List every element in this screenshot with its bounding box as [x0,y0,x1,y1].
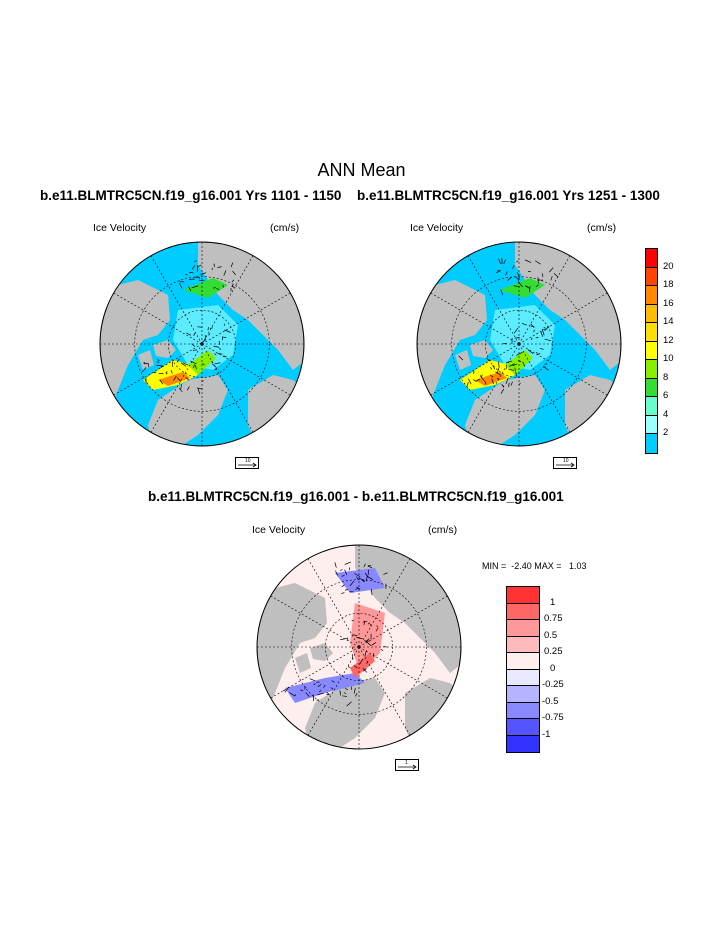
colorbar-swatch [507,636,539,653]
fastest-ice-stream [158,372,190,386]
figure-title: ANN Mean [317,160,406,180]
colorbar-tick-label: -0.25 [542,679,564,690]
colorbar-swatch [507,719,539,736]
fast-ice-stream [188,350,216,375]
ice-stream-north [183,278,228,298]
positive-anomaly [350,653,375,678]
land-mass [405,678,461,749]
colorbar-swatch [646,249,657,268]
land-mass [295,653,311,673]
diff-reference-vector: 1 [395,759,419,771]
lat-lon-grid [257,545,461,749]
colorbar-tick-label: 0.75 [544,613,563,624]
colorbar-swatch [507,669,539,686]
map-boundary [99,241,305,447]
left-polar-map [99,241,305,447]
right-case-title: b.e11.BLMTRC5CN.f19_g16.001 Yrs 1251 - 1… [357,188,660,203]
land-mass [138,350,154,370]
colorbar-tick-label: 8 [663,371,669,383]
land-mass [148,375,228,446]
left-reference-vector-label: 10 [245,458,251,464]
colorbar-swatch [507,603,539,620]
colorbar-swatch [646,323,657,342]
colorbar-tick-label: 2 [663,427,669,439]
arrow-icon [238,462,257,468]
diff-reference-vector-label: 1 [405,760,408,766]
colorbar-swatch [646,341,657,361]
colorbar-tick-label: 6 [663,390,669,402]
left-units-label: (cm/s) [270,222,300,234]
difference-polar-map [256,544,462,750]
right-variable-label: Ice Velocity [410,222,464,234]
arrow-icon [556,462,575,468]
colorbar-tick-label: 10 [663,353,674,365]
land-mass [470,340,493,358]
difference-colorbar [506,586,540,753]
left-variable-label: Ice Velocity [93,222,147,234]
land-mass [310,643,333,661]
colorbar-swatch [646,360,657,379]
colorbar-tick-label: -1 [542,728,551,740]
colorbar-swatch [507,653,539,670]
map-boundary [256,544,462,750]
fast-ice-stream [143,360,198,390]
map-boundary [416,241,622,447]
fast-ice-stream [460,360,515,390]
colorbar-swatch [646,415,657,435]
colorbar-tick-label: 18 [663,279,674,291]
colorbar-swatch [507,620,539,637]
land-mass [465,375,545,446]
left-case-title: b.e11.BLMTRC5CN.f19_g16.001 Yrs 1101 - 1… [40,188,342,203]
colorbar-tick-label: 20 [663,260,674,272]
velocity-vectors [282,561,388,707]
colorbar-tick-label: 16 [663,297,674,309]
colorbar-swatch [646,434,657,453]
min-max-readout: MIN = -2.40 MAX = 1.03 [482,561,587,571]
right-units-label: (cm/s) [587,222,617,234]
colorbar-tick-label: 0.25 [544,646,563,657]
colorbar-swatch [646,286,657,305]
lat-lon-grid [417,242,621,446]
fastest-ice-stream [475,372,507,386]
colorbar-tick-label: 14 [663,316,674,328]
land-mass [153,340,176,358]
colorbar-swatch [507,686,539,703]
colorbar-tick-label: 4 [663,408,669,420]
negative-anomaly [335,568,385,593]
right-polar-map [416,241,622,447]
colorbar-swatch [646,267,657,287]
negative-anomaly [285,673,365,703]
speed-colorbar [645,248,658,454]
colorbar-tick-label: 0.5 [544,629,558,641]
colorbar-tick-label: 0 [550,662,556,674]
colorbar-swatch [507,735,539,752]
right-reference-vector-label: 10 [563,458,569,464]
colorbar-swatch [646,397,657,416]
lat-lon-grid [100,242,304,446]
land-mass [248,375,304,446]
diff-units-label: (cm/s) [428,524,458,536]
colorbar-swatch [646,378,657,398]
colorbar-tick-label: 12 [663,334,674,346]
colorbar-tick-label: 1 [550,596,556,608]
colorbar-swatch [646,304,657,324]
right-reference-vector: 10 [553,457,577,469]
colorbar-swatch [507,587,539,604]
colorbar-swatch [507,702,539,719]
land-mass [565,375,621,446]
left-reference-vector: 10 [235,457,259,469]
diff-variable-label: Ice Velocity [252,524,306,536]
ice-stream-north [500,278,545,298]
land-mass [305,678,385,749]
fast-ice-stream [505,350,533,375]
difference-title: b.e11.BLMTRC5CN.f19_g16.001 - b.e11.BLMT… [148,489,564,504]
arrow-icon [398,764,417,770]
colorbar-tick-label: -0.75 [542,712,564,723]
colorbar-tick-label: -0.5 [542,695,559,707]
